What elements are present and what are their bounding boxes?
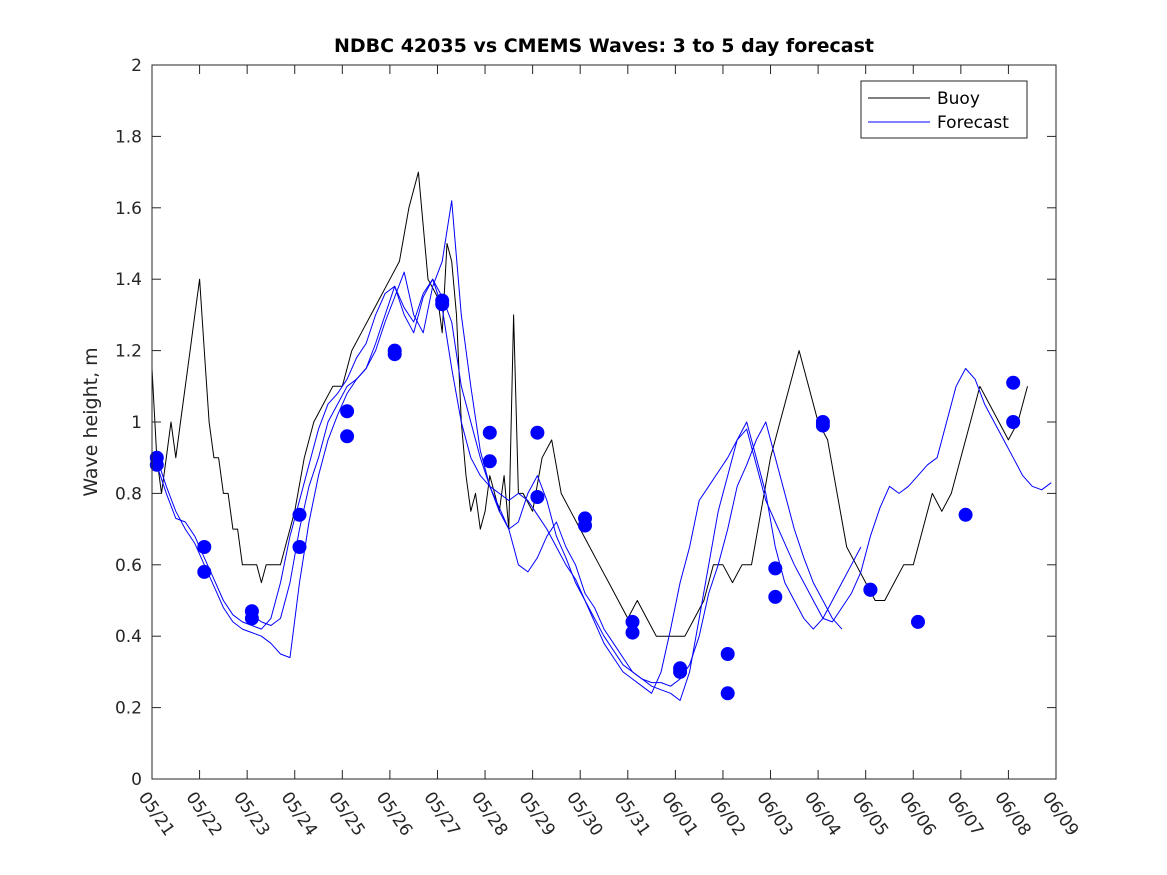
forecast-marker	[958, 507, 973, 522]
legend-box	[860, 80, 1028, 139]
y-tick-label: 1.6	[115, 199, 142, 219]
forecast-marker	[244, 611, 259, 626]
legend-forecast-label: Forecast	[937, 113, 1009, 133]
y-axis-label: Wave height, m	[80, 347, 102, 496]
forecast-marker	[482, 454, 497, 469]
y-tick-label: 0.6	[115, 556, 142, 576]
forecast-marker	[1006, 375, 1021, 390]
forecast-marker	[720, 686, 735, 701]
y-tick-label: 1.4	[115, 270, 142, 290]
plot-area	[152, 65, 1056, 779]
forecast-marker	[197, 564, 212, 579]
forecast-marker	[673, 664, 688, 679]
forecast-marker	[768, 561, 783, 576]
forecast-marker	[292, 540, 307, 554]
marker-layer	[149, 293, 1021, 701]
y-tick-label: 0.8	[115, 484, 142, 504]
forecast-marker	[482, 425, 497, 440]
forecast-marker	[435, 297, 450, 312]
y-tick-label: 0	[131, 770, 142, 790]
legend: Buoy Forecast	[860, 80, 1028, 139]
forecast-marker	[768, 589, 783, 604]
y-tick-label: 0.2	[115, 699, 142, 719]
forecast-marker	[340, 404, 355, 419]
forecast-marker	[625, 625, 640, 640]
y-tick-label: 0.4	[115, 627, 142, 647]
y-tick-label: 1	[131, 413, 142, 433]
y-tick-label: 1.8	[115, 127, 142, 147]
forecast-marker	[530, 490, 545, 504]
forecast-marker	[720, 647, 735, 661]
series-line-forecast-1	[156, 278, 843, 687]
series-layer	[151, 171, 1052, 701]
chart-title: NDBC 42035 vs CMEMS Waves: 3 to 5 day fo…	[334, 35, 874, 57]
y-tick-label: 2	[131, 56, 142, 76]
series-line-forecast-3	[251, 278, 1052, 694]
forecast-marker	[815, 418, 830, 433]
forecast-marker	[197, 540, 212, 554]
y-tick-label: 1.2	[115, 342, 142, 362]
forecast-marker	[149, 457, 164, 472]
forecast-marker	[578, 518, 592, 533]
forecast-marker	[292, 507, 307, 522]
forecast-marker	[387, 347, 402, 362]
forecast-marker	[863, 582, 878, 597]
forecast-marker	[340, 429, 355, 444]
legend-buoy-label: Buoy	[937, 89, 980, 109]
forecast-marker	[1006, 415, 1021, 429]
forecast-marker	[911, 614, 925, 629]
forecast-marker	[530, 425, 545, 440]
